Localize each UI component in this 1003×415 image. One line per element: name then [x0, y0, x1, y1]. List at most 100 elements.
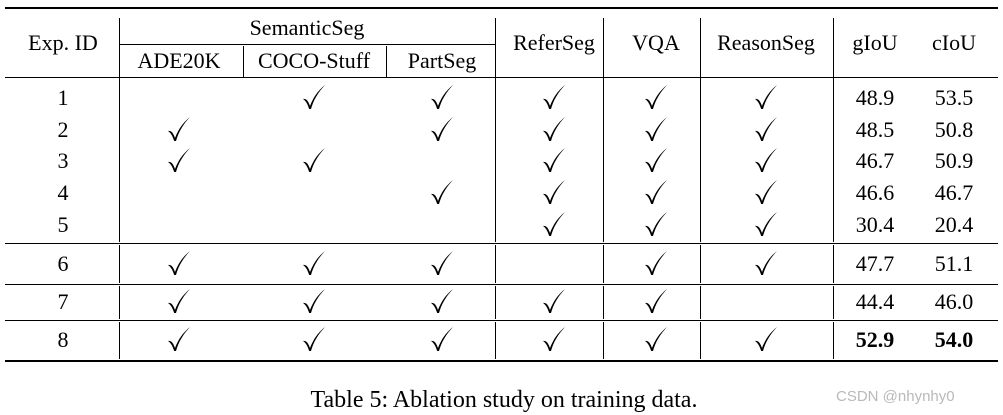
column-separator [119, 322, 120, 359]
check-icon [543, 212, 565, 236]
column-separator [119, 245, 120, 283]
column-separator [495, 78, 496, 242]
row-exp-id: 2 [57, 117, 69, 142]
check-icon [168, 289, 190, 313]
check-icon [431, 85, 453, 109]
header-ade20k: ADE20K [137, 48, 221, 73]
check-icon [431, 180, 453, 204]
row-giou-value: 47.7 [855, 251, 895, 276]
row-exp-id: 4 [57, 180, 69, 205]
column-separator [700, 245, 701, 283]
check-icon [645, 289, 667, 313]
column-separator [700, 286, 701, 319]
column-separator [833, 322, 834, 359]
header-ciou: cIoU [932, 30, 976, 55]
check-icon [168, 117, 190, 141]
row-ciou-value: 46.7 [934, 180, 974, 205]
row-ciou-value: 50.8 [934, 117, 974, 142]
check-icon [431, 289, 453, 313]
check-icon [755, 251, 777, 275]
check-icon [543, 148, 565, 172]
column-separator [243, 46, 244, 77]
check-icon [645, 148, 667, 172]
header-coco-stuff: COCO-Stuff [257, 48, 371, 73]
column-separator [833, 78, 834, 242]
column-separator [700, 322, 701, 359]
column-separator [603, 286, 604, 319]
check-icon [543, 117, 565, 141]
row-ciou-value: 53.5 [934, 85, 974, 110]
row-exp-id: 8 [57, 327, 69, 352]
row-giou-value: 46.7 [855, 148, 895, 173]
check-icon [303, 148, 325, 172]
check-icon [543, 327, 565, 351]
check-icon [755, 117, 777, 141]
check-icon [755, 327, 777, 351]
column-separator [603, 322, 604, 359]
watermark: CSDN @nhynhy0 [836, 388, 955, 405]
column-separator [119, 18, 120, 77]
header-partseg: PartSeg [407, 48, 477, 73]
column-separator [603, 78, 604, 242]
check-icon [645, 117, 667, 141]
column-separator [119, 286, 120, 319]
row-ciou-value: 50.9 [934, 148, 974, 173]
check-icon [645, 180, 667, 204]
check-icon [645, 251, 667, 275]
check-icon [168, 148, 190, 172]
column-separator [700, 78, 701, 242]
check-icon [303, 251, 325, 275]
header-rule [5, 77, 998, 78]
header-exp-id: Exp. ID [28, 30, 98, 55]
check-icon [431, 327, 453, 351]
semanticseg-underline [119, 44, 495, 45]
table-caption: Table 5: Ablation study on training data… [310, 387, 698, 413]
column-separator [700, 18, 701, 77]
row-ciou-value: 46.0 [934, 289, 974, 314]
row-exp-id: 5 [57, 212, 69, 237]
check-icon [755, 180, 777, 204]
row-giou-value: 52.9 [855, 327, 895, 352]
column-separator [119, 78, 120, 242]
check-icon [543, 85, 565, 109]
row-exp-id: 3 [57, 148, 69, 173]
header-vqa: VQA [632, 30, 680, 55]
check-icon [755, 212, 777, 236]
check-icon [645, 327, 667, 351]
row-exp-id: 6 [57, 251, 69, 276]
row-giou-value: 46.6 [855, 180, 895, 205]
bottom-rule [5, 360, 998, 362]
check-icon [645, 85, 667, 109]
row-ciou-value: 20.4 [934, 212, 974, 237]
header-semanticseg: SemanticSeg [249, 15, 365, 40]
column-separator [386, 46, 387, 77]
row-giou-value: 30.4 [855, 212, 895, 237]
column-separator [603, 18, 604, 77]
column-separator [833, 286, 834, 319]
column-separator [495, 322, 496, 359]
check-icon [168, 251, 190, 275]
check-icon [431, 251, 453, 275]
column-separator [495, 286, 496, 319]
row-ciou-value: 54.0 [934, 327, 974, 352]
row-ciou-value: 51.1 [934, 251, 974, 276]
column-separator [495, 245, 496, 283]
check-icon [303, 289, 325, 313]
check-icon [755, 85, 777, 109]
row-exp-id: 7 [57, 289, 69, 314]
column-separator [833, 245, 834, 283]
header-reasonseg: ReasonSeg [717, 30, 815, 55]
header-giou: gIoU [852, 30, 898, 55]
check-icon [303, 85, 325, 109]
column-separator [603, 245, 604, 283]
check-icon [431, 117, 453, 141]
group-rule-1 [5, 243, 998, 244]
check-icon [755, 148, 777, 172]
check-icon [303, 327, 325, 351]
group-rule-3 [5, 320, 998, 321]
row-giou-value: 48.5 [855, 117, 895, 142]
top-rule [5, 7, 998, 9]
group-rule-2 [5, 284, 998, 285]
row-exp-id: 1 [57, 85, 69, 110]
column-separator [495, 18, 496, 77]
